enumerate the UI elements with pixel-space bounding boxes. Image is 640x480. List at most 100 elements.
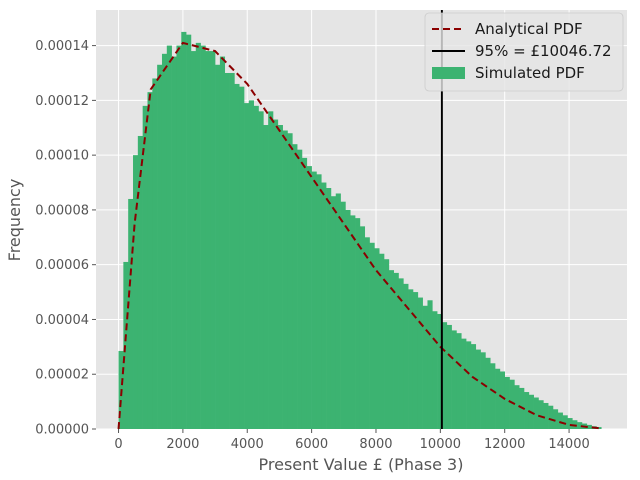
histogram-bar xyxy=(273,119,279,429)
histogram-bar xyxy=(316,174,322,429)
histogram-bar xyxy=(234,83,240,430)
histogram-bar xyxy=(166,45,172,429)
histogram-bar xyxy=(441,322,448,429)
histogram-bar xyxy=(499,371,506,429)
histogram-bar xyxy=(533,397,539,429)
histogram-bar xyxy=(277,125,283,430)
histogram-bar xyxy=(466,341,472,429)
histogram-bar xyxy=(215,64,221,429)
histogram-bar xyxy=(417,297,423,429)
histogram-bar xyxy=(480,352,486,429)
legend-simulated-label: Simulated PDF xyxy=(475,64,585,82)
histogram-bar xyxy=(301,157,308,429)
histogram-bar xyxy=(345,209,351,429)
histogram-bar xyxy=(432,311,438,429)
histogram-bar xyxy=(335,193,341,429)
histogram-bar xyxy=(229,72,235,429)
histogram-bar xyxy=(557,412,563,429)
legend-box xyxy=(424,12,624,92)
histogram-bar xyxy=(384,259,390,429)
histogram-bar xyxy=(577,422,583,429)
y-axis-ticks: 0.00000 0.00002 0.00004 0.00006 0.00008 0.000… xyxy=(35,39,96,438)
histogram-bar xyxy=(446,324,452,429)
y-tick-label: 0.00004 xyxy=(35,313,89,328)
x-tick-label: 6000 xyxy=(295,437,328,452)
histogram-bars xyxy=(118,31,602,430)
y-tick-label: 0.00010 xyxy=(35,149,89,164)
histogram-bar xyxy=(147,92,153,429)
histogram-bar xyxy=(552,409,559,429)
histogram-bar xyxy=(176,45,182,429)
histogram-bar xyxy=(359,226,366,429)
analytical-pdf-path xyxy=(117,41,602,430)
y-tick-label: 0.00014 xyxy=(35,39,89,54)
analytical-pdf-line xyxy=(117,41,602,430)
histogram-bar xyxy=(567,418,573,429)
histogram-bar xyxy=(263,125,269,430)
legend: Analytical PDF 95% = £10046.72 Simulated… xyxy=(424,12,624,92)
histogram-bar xyxy=(258,111,264,430)
y-tick-label: 0.00002 xyxy=(35,368,89,383)
histogram-bar xyxy=(504,376,510,429)
y-axis-label: Frequency xyxy=(5,179,24,262)
histogram-bar xyxy=(137,135,143,429)
histogram-bar xyxy=(152,78,158,429)
histogram-bar xyxy=(195,42,201,430)
x-tick-label: 12000 xyxy=(484,437,525,452)
histogram-bar xyxy=(524,392,530,429)
histogram-bar xyxy=(403,283,409,429)
histogram-bar xyxy=(128,198,134,429)
histogram-bar xyxy=(596,427,602,429)
histogram-bar xyxy=(253,105,259,429)
histogram-bar xyxy=(412,292,419,429)
histogram-bar xyxy=(190,51,197,429)
legend-simulated-swatch xyxy=(432,67,465,79)
histogram-bar xyxy=(374,248,380,429)
legend-analytical-label: Analytical PDF xyxy=(475,20,583,38)
x-tick-label: 8000 xyxy=(359,437,392,452)
histogram-bar xyxy=(244,103,250,429)
histogram-bar xyxy=(287,133,293,429)
histogram-bar xyxy=(321,182,327,429)
histogram-bar xyxy=(485,357,491,429)
histogram-bar xyxy=(393,272,399,429)
histogram-bar xyxy=(398,278,404,429)
histogram-bar xyxy=(157,64,163,429)
histogram-bar xyxy=(422,305,428,429)
histogram-bar xyxy=(548,405,554,429)
histogram-bar xyxy=(379,253,385,429)
histogram-bar xyxy=(181,31,187,429)
histogram-bar xyxy=(355,218,361,429)
histogram-bar xyxy=(437,313,443,429)
histogram-bar xyxy=(388,270,394,429)
histogram-bar xyxy=(326,188,332,429)
x-axis-ticks: 0 2000 4000 6000 8000 10000 12000 14000 xyxy=(114,429,590,452)
histogram-bar xyxy=(340,201,346,429)
histogram-bar xyxy=(461,338,467,429)
x-tick-label: 14000 xyxy=(548,437,589,452)
histogram-bar xyxy=(282,130,288,429)
histogram-bar xyxy=(306,166,312,430)
histogram-bar xyxy=(364,237,370,429)
histogram-bar xyxy=(586,424,592,429)
histogram-bar xyxy=(369,242,375,429)
histogram-bar xyxy=(538,400,544,429)
y-tick-label: 0.00012 xyxy=(35,94,89,109)
histogram-bar xyxy=(330,196,337,429)
histogram-bar xyxy=(161,53,168,430)
histogram-bar xyxy=(239,86,245,429)
histogram-bar xyxy=(142,105,148,429)
histogram-bar xyxy=(427,300,433,429)
x-tick-label: 10000 xyxy=(420,437,461,452)
histogram-bar xyxy=(297,149,303,429)
histogram-bar xyxy=(268,111,274,430)
histogram-bar xyxy=(456,333,462,429)
histogram-bar xyxy=(248,100,254,429)
x-axis-label: Present Value £ (Phase 3) xyxy=(259,455,464,474)
histogram-bar xyxy=(562,415,568,429)
histogram-bar xyxy=(470,344,477,429)
legend-vline-label: 95% = £10046.72 xyxy=(475,42,612,60)
histogram-bar xyxy=(408,289,414,429)
histogram-bar xyxy=(210,51,216,429)
